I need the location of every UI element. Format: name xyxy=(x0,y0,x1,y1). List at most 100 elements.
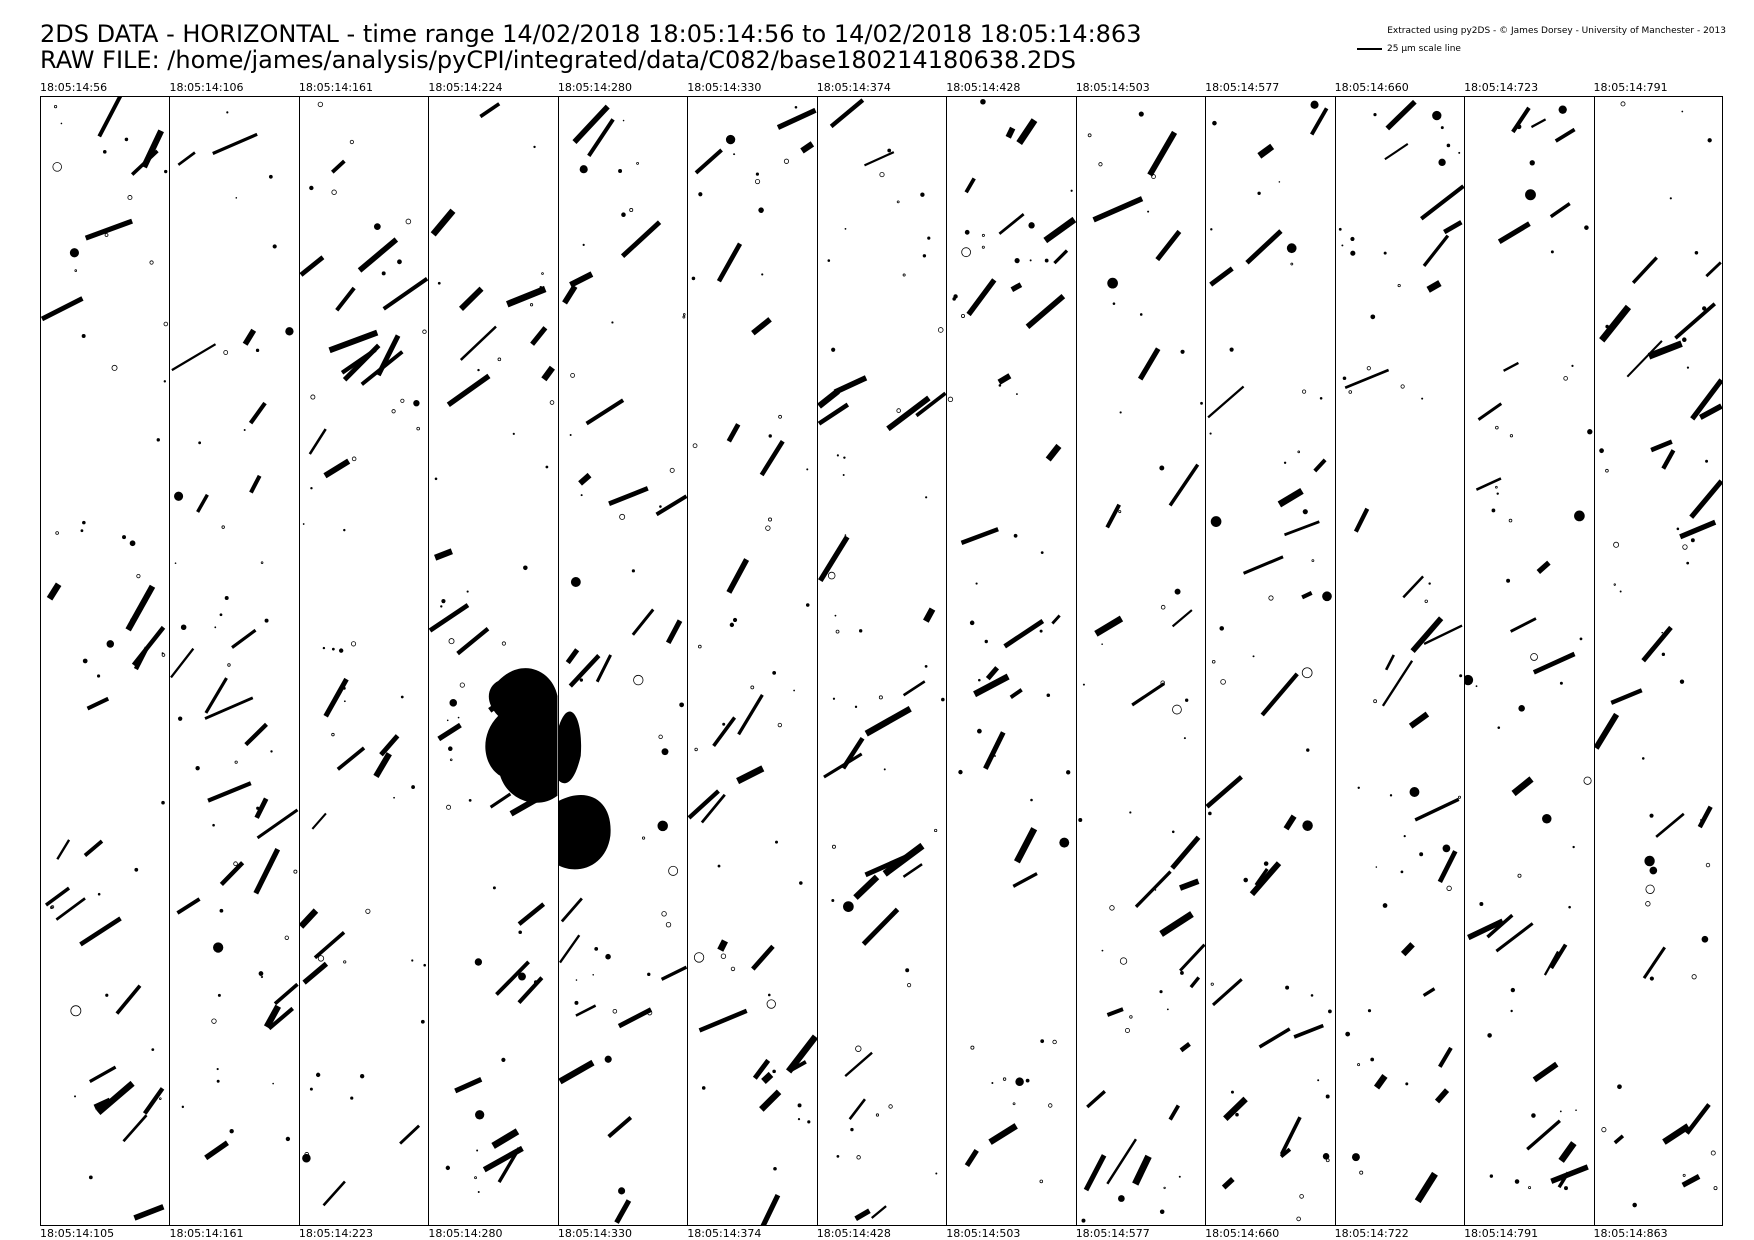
strip-start-time: 18:05:14:224 xyxy=(428,81,503,94)
credit-text: Extracted using py2DS - © James Dorsey -… xyxy=(1387,26,1726,36)
particle-speck xyxy=(1302,389,1307,394)
particle-column xyxy=(1437,1046,1453,1068)
particle-column xyxy=(313,931,346,960)
particle-speck xyxy=(1319,396,1323,400)
particle-speck xyxy=(111,364,118,371)
particle-images xyxy=(299,101,429,1207)
particle-column xyxy=(848,1098,866,1120)
particle-column xyxy=(1016,118,1038,146)
particle-column xyxy=(902,680,926,697)
particle-column xyxy=(1536,560,1551,574)
particle-images xyxy=(1594,101,1722,1208)
particle-speck xyxy=(1489,1174,1494,1178)
particle-speck xyxy=(226,111,229,114)
particle-column xyxy=(1610,688,1643,705)
particle-speck xyxy=(1686,366,1689,369)
particle-speck xyxy=(149,260,154,265)
particle-speck xyxy=(1087,133,1092,138)
particle-speck xyxy=(1446,885,1452,892)
particle-column xyxy=(997,373,1012,385)
particle-column xyxy=(454,1077,483,1094)
particle-column xyxy=(817,388,840,409)
particle-speck xyxy=(1338,227,1342,231)
particle-column xyxy=(495,960,531,996)
particle-speck xyxy=(1029,259,1032,262)
particle-speck xyxy=(1517,873,1522,878)
particle-speck xyxy=(530,303,534,307)
particle-speck xyxy=(265,618,269,623)
particle-speck xyxy=(1440,126,1444,130)
particle-speck xyxy=(722,722,726,726)
particle-column xyxy=(1654,812,1685,838)
particle-speck xyxy=(422,329,427,334)
particle-column xyxy=(844,1051,873,1078)
particle-speck xyxy=(1516,124,1522,130)
particle-speck xyxy=(682,313,686,316)
particle-speck xyxy=(1583,776,1592,785)
particle-speck xyxy=(980,98,986,105)
particle-speck xyxy=(633,674,644,686)
particle-speck xyxy=(416,426,420,431)
particle-column xyxy=(434,548,454,561)
particle-speck xyxy=(1356,1063,1360,1067)
particle-speck xyxy=(343,700,346,703)
particle-speck xyxy=(831,898,835,902)
particle-speck xyxy=(721,953,727,959)
particle-column xyxy=(299,255,325,277)
strip-start-time: 18:05:14:577 xyxy=(1205,81,1280,94)
particle-column xyxy=(1209,266,1234,287)
particle-speck xyxy=(53,105,58,109)
particle-column xyxy=(44,886,71,907)
particle-column xyxy=(688,789,721,820)
particle-speck xyxy=(460,682,466,688)
particle-column xyxy=(1189,976,1200,989)
particle-speck xyxy=(136,574,141,579)
particle-column xyxy=(1206,775,1244,809)
particle-speck xyxy=(1128,1015,1133,1019)
title-line-1: 2DS DATA - HORIZONTAL - time range 14/02… xyxy=(40,20,1142,48)
particle-speck xyxy=(420,1019,425,1024)
particle-speck xyxy=(1369,1057,1374,1062)
particle-column xyxy=(1678,519,1716,540)
particle-column xyxy=(1344,368,1389,390)
particle-speck xyxy=(665,921,672,928)
particle-column xyxy=(608,486,649,507)
particle-speck xyxy=(317,101,323,108)
particle-speck xyxy=(124,137,129,142)
particle-speck xyxy=(212,823,216,827)
particle-column xyxy=(1497,221,1531,244)
particle-speck xyxy=(256,348,260,353)
particle-speck xyxy=(1530,653,1538,661)
particle-speck xyxy=(350,1096,354,1100)
particle-column xyxy=(1134,870,1172,908)
particle-speck xyxy=(518,972,527,981)
particle-column xyxy=(817,402,849,426)
particle-column xyxy=(753,1058,771,1080)
particle-speck xyxy=(922,254,926,258)
particle-speck xyxy=(1495,485,1498,489)
particle-column xyxy=(1106,1007,1124,1017)
particle-column xyxy=(1532,651,1576,675)
particle-column xyxy=(1402,575,1424,599)
particle-speck xyxy=(1510,987,1516,993)
particle-images xyxy=(170,111,299,1161)
particle-speck xyxy=(104,233,109,237)
particle-speck xyxy=(661,748,669,756)
particle-column xyxy=(864,705,912,737)
particle-speck xyxy=(612,1008,617,1014)
particle-images xyxy=(558,104,688,1224)
particle-speck xyxy=(161,800,165,805)
particle-column xyxy=(1549,943,1568,970)
particle-speck xyxy=(1098,162,1103,167)
particle-column xyxy=(1212,978,1243,1007)
particle-speck xyxy=(784,158,790,164)
particle-speck xyxy=(794,105,798,109)
strip-end-time: 18:05:14:428 xyxy=(816,1227,891,1240)
particle-speck xyxy=(772,1069,777,1074)
particle-speck xyxy=(1119,411,1122,414)
particle-speck xyxy=(1252,655,1255,658)
particle-column xyxy=(1414,797,1460,822)
particle-speck xyxy=(793,689,796,692)
particle-speck xyxy=(621,212,626,217)
particle-images xyxy=(1077,111,1206,1223)
